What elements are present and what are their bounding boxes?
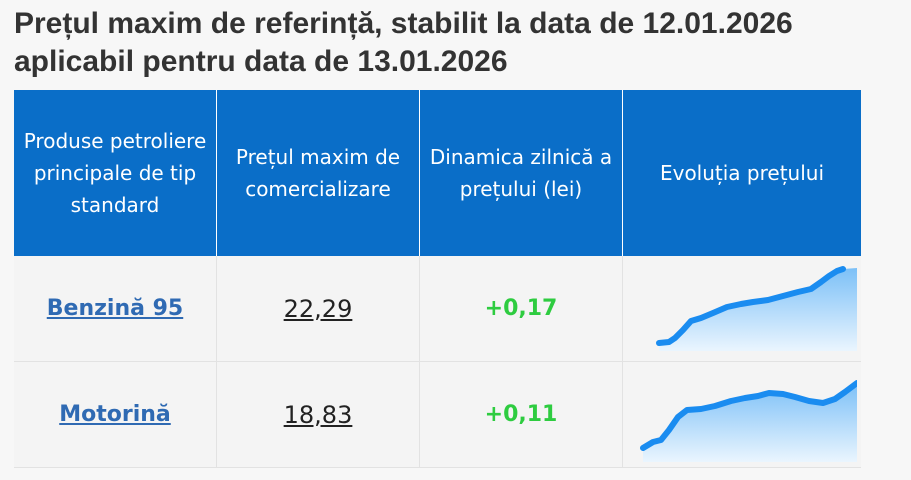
dynamics-cell: +0,11 <box>419 361 623 468</box>
price-table: Produse petroliere principale de tip sta… <box>14 90 861 468</box>
motorina-sparkline-area <box>643 383 857 462</box>
benzina-sparkline[interactable] <box>623 256 857 361</box>
price-link[interactable]: 22,29 <box>283 294 353 323</box>
dynamics-value: +0,17 <box>484 296 558 321</box>
benzina-sparkline-area <box>659 268 857 351</box>
evolution-cell <box>622 361 861 468</box>
evolution-cell <box>622 256 861 362</box>
product-link-benzina-95[interactable]: Benzină 95 <box>46 296 184 321</box>
page-title: Prețul maxim de referință, stabilit la d… <box>14 7 793 78</box>
price-cell: 18,83 <box>216 361 420 468</box>
product-link-motorina[interactable]: Motorină <box>59 402 171 427</box>
motorina-sparkline[interactable] <box>623 362 857 467</box>
benzina-sparkline-line <box>656 266 846 346</box>
table-header-row: Produse petroliere principale de tip sta… <box>14 90 861 256</box>
table-row: Benzină 95 22,29 +0,17 <box>14 256 861 362</box>
product-cell: Motorină <box>14 361 217 468</box>
table-row: Motorină 18,83 +0,11 <box>14 361 861 468</box>
header-evolution: Evoluția prețului <box>622 90 861 256</box>
header-dynamics: Dinamica zilnică a prețului (lei) <box>419 90 623 256</box>
dynamics-value: +0,11 <box>484 402 558 427</box>
price-cell: 22,29 <box>216 256 420 362</box>
price-link[interactable]: 18,83 <box>283 400 353 429</box>
header-product: Produse petroliere principale de tip sta… <box>14 90 217 256</box>
product-cell: Benzină 95 <box>14 256 217 362</box>
header-price: Prețul maxim de comercializare <box>216 90 420 256</box>
motorina-sparkline-line <box>640 380 857 451</box>
dynamics-cell: +0,17 <box>419 256 623 362</box>
